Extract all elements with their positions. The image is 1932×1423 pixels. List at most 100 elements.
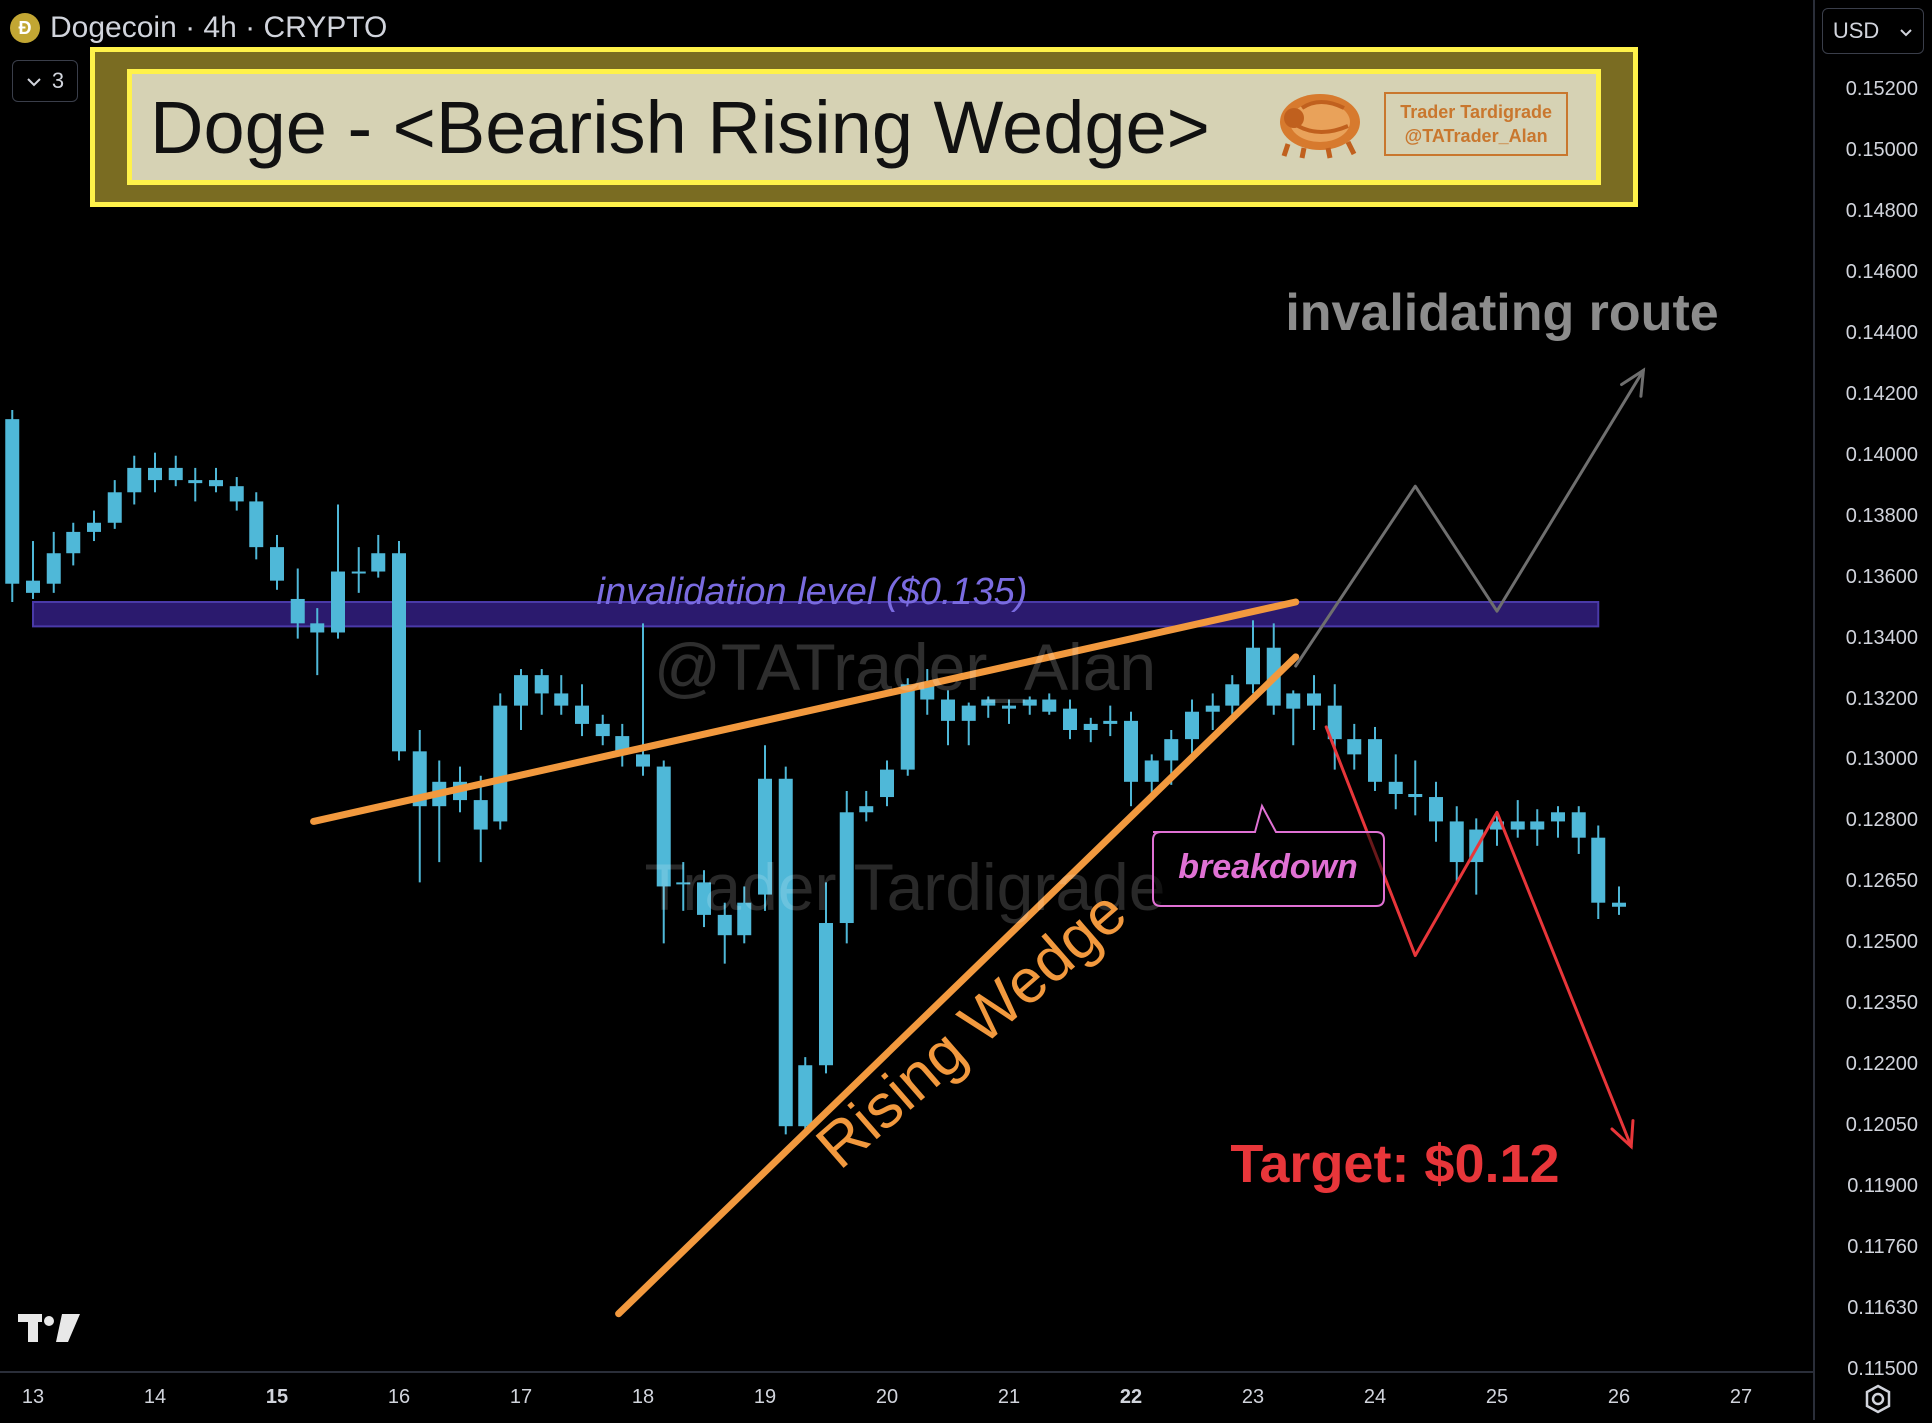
candle: [310, 608, 325, 676]
candle: [981, 696, 996, 718]
candle-body: [1144, 760, 1159, 782]
candle-body: [66, 531, 81, 554]
candle-body: [168, 467, 183, 481]
price-tick-label: 0.13000: [1845, 748, 1918, 771]
date-tick-label: 16: [387, 1386, 411, 1408]
date-tick-label: 26: [1607, 1386, 1631, 1408]
candle-body: [778, 778, 793, 1127]
candle: [575, 684, 589, 737]
price-tick-label: 0.13800: [1845, 504, 1918, 527]
candle: [371, 534, 386, 578]
candle-body: [1164, 739, 1179, 761]
candle: [229, 477, 244, 511]
tradingview-logo-icon[interactable]: [18, 1310, 82, 1349]
date-tick-label: 15: [265, 1386, 289, 1408]
currency-selector[interactable]: USD: [1822, 8, 1924, 54]
candle-body: [188, 480, 203, 484]
candle: [493, 693, 508, 830]
candle-body: [1490, 821, 1504, 830]
symbol-header[interactable]: Ð Dogecoin · 4h · CRYPTO: [10, 6, 398, 50]
price-tick-label: 0.13200: [1845, 687, 1918, 710]
candle-body: [819, 923, 833, 1066]
candle-body: [1571, 812, 1586, 838]
candle: [859, 790, 874, 822]
candle: [1368, 726, 1382, 791]
date-tick-label: 24: [1363, 1386, 1387, 1408]
invalidating-route-label: invalidating route: [1285, 284, 1718, 342]
candle-body: [371, 553, 386, 572]
price-tick-label: 0.14400: [1845, 321, 1918, 344]
candle: [270, 534, 284, 590]
candle: [554, 675, 569, 715]
candle: [1449, 806, 1464, 883]
candle: [46, 531, 61, 593]
author-handle: @TATrader_Alan: [1404, 125, 1548, 146]
candle-body: [310, 623, 325, 633]
watermark-name: Trader Tardigrade: [645, 850, 1166, 924]
candle: [1388, 754, 1403, 810]
price-tick-label: 0.14200: [1845, 382, 1918, 405]
candle: [1591, 825, 1606, 919]
candle-body: [798, 1065, 813, 1127]
chevron-down-icon: [1899, 18, 1913, 44]
candle-body: [1246, 647, 1260, 685]
candle: [1551, 806, 1565, 838]
candle-body: [1530, 821, 1545, 830]
candle: [1490, 812, 1504, 846]
candle: [595, 714, 610, 746]
candle: [66, 522, 81, 566]
candle-body: [1347, 739, 1362, 755]
price-tick-label: 0.11630: [1847, 1297, 1918, 1320]
candle-body: [107, 492, 122, 523]
candle: [351, 547, 366, 593]
candle: [5, 410, 20, 602]
candle: [1022, 696, 1037, 715]
candle-body: [1083, 723, 1098, 730]
candle: [473, 775, 488, 863]
candle-body: [737, 902, 752, 936]
date-tick-label: 22: [1119, 1386, 1143, 1408]
candle-body: [229, 486, 244, 502]
bearish-route-line: [1324, 725, 1633, 1149]
candle: [148, 452, 162, 493]
chevron-down-icon: [26, 68, 42, 94]
candle: [615, 723, 630, 767]
candle-body: [26, 580, 40, 593]
candle: [1408, 760, 1423, 816]
candle-body: [1124, 720, 1138, 782]
price-tick-label: 0.14800: [1845, 199, 1918, 222]
candle-body: [331, 571, 345, 633]
candle-body: [1103, 720, 1118, 724]
candle: [1185, 699, 1199, 761]
date-tick-label: 14: [143, 1386, 167, 1408]
price-tick-label: 0.12350: [1845, 992, 1918, 1015]
date-tick-label: 25: [1485, 1386, 1509, 1408]
candle-body: [656, 766, 671, 887]
breakdown-callout: breakdown: [1152, 803, 1385, 907]
candle: [819, 882, 833, 1074]
candle-body: [880, 769, 894, 798]
indicators-collapse-button[interactable]: 3: [12, 60, 78, 102]
price-tick-label: 0.14000: [1845, 443, 1918, 466]
candle: [676, 862, 691, 911]
candle-body: [249, 501, 264, 548]
candle-body: [87, 522, 101, 532]
candle-body: [1449, 821, 1464, 863]
candle-body: [1002, 705, 1016, 709]
candle-body: [514, 675, 528, 706]
arrow-up-icon: [1620, 367, 1646, 398]
candle-body: [412, 751, 427, 807]
candle-body: [392, 553, 406, 752]
chart-settings-icon[interactable]: [1860, 1382, 1896, 1418]
candle: [412, 730, 427, 883]
price-tick-label: 0.15000: [1845, 138, 1918, 161]
breakdown-label: breakdown: [1178, 848, 1357, 886]
candle: [1144, 754, 1159, 798]
price-tick-label: 0.12800: [1845, 809, 1918, 832]
candle: [1510, 800, 1525, 838]
price-tick-label: 0.15200: [1845, 78, 1918, 100]
candle-body: [1551, 812, 1565, 822]
candle: [127, 455, 142, 505]
candle-body: [127, 467, 142, 493]
